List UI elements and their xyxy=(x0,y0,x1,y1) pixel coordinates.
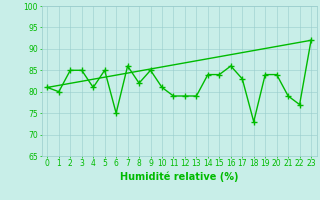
X-axis label: Humidité relative (%): Humidité relative (%) xyxy=(120,171,238,182)
